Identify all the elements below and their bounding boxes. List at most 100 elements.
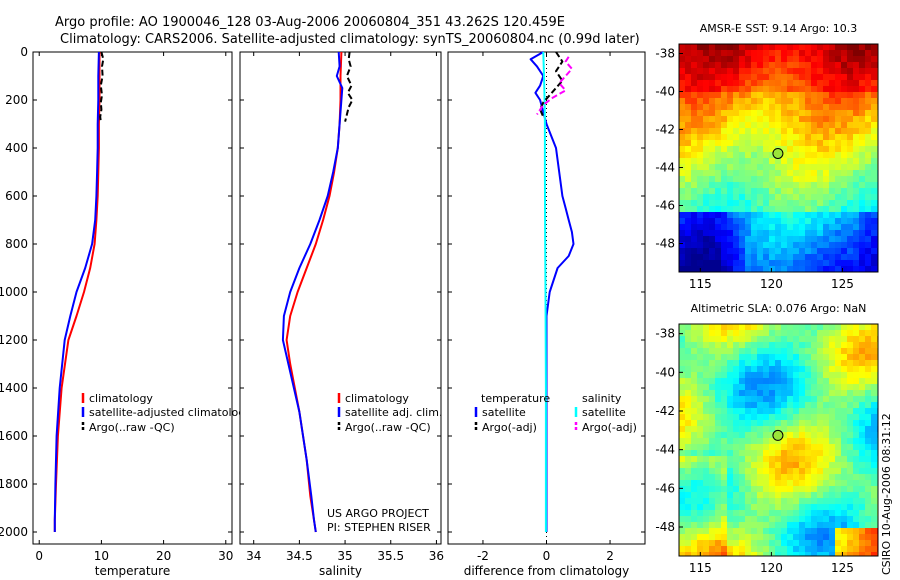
map-cell — [805, 552, 812, 557]
map-cell — [775, 242, 782, 249]
map-cell — [751, 62, 758, 69]
map-cell — [757, 182, 764, 189]
map-cell — [865, 86, 872, 93]
map-cell — [715, 528, 722, 535]
map-cell — [841, 462, 848, 469]
map-cell — [679, 104, 686, 111]
map-cell — [811, 522, 818, 529]
map-cell — [733, 230, 740, 237]
x-tick-label: 36 — [429, 549, 444, 563]
map-cell — [853, 176, 860, 183]
map-cell — [709, 384, 716, 391]
map-cell — [829, 492, 836, 499]
map-cell — [871, 504, 878, 511]
map-cell — [847, 426, 854, 433]
map-cell — [685, 212, 692, 219]
map-cell — [829, 552, 836, 557]
map-cell — [721, 86, 728, 93]
map-cell — [787, 98, 794, 105]
map-cell — [823, 528, 830, 535]
map-cell — [811, 420, 818, 427]
map-cell — [811, 330, 818, 337]
map-cell — [721, 80, 728, 87]
map-cell — [679, 182, 686, 189]
legend-header-salinity: salinity — [582, 392, 622, 405]
map-cell — [775, 206, 782, 213]
map-cell — [787, 182, 794, 189]
map-cell — [793, 432, 800, 439]
map-cell — [847, 468, 854, 475]
map-cell — [781, 444, 788, 451]
map-cell — [727, 254, 734, 261]
map-cell — [703, 254, 710, 261]
map-cell — [811, 260, 818, 267]
legend-argo-label: Argo(..raw -QC) — [89, 421, 175, 434]
map-cell — [781, 146, 788, 153]
map-cell — [739, 170, 746, 177]
map-cell — [799, 158, 806, 165]
map-cell — [871, 218, 878, 225]
map-cell — [697, 342, 704, 349]
map-cell — [781, 390, 788, 397]
map-cell — [835, 534, 842, 541]
map-cell — [775, 402, 782, 409]
map-cell — [709, 552, 716, 557]
map-cell — [739, 110, 746, 117]
map-cell — [799, 402, 806, 409]
map-cell — [823, 402, 830, 409]
map-cell — [739, 188, 746, 195]
map-cell — [691, 98, 698, 105]
map-cell — [871, 176, 878, 183]
map-cell — [733, 176, 740, 183]
map-cell — [835, 140, 842, 147]
map-cell — [805, 206, 812, 213]
map-cell — [793, 236, 800, 243]
map-cell — [739, 176, 746, 183]
map-cell — [853, 486, 860, 493]
map-cell — [853, 498, 860, 505]
map-cell — [727, 348, 734, 355]
map-cell — [703, 546, 710, 553]
map-cell — [721, 98, 728, 105]
map-cell — [847, 74, 854, 81]
map-cell — [691, 212, 698, 219]
map-cell — [715, 420, 722, 427]
map-cell — [739, 540, 746, 547]
map-cell — [697, 360, 704, 367]
map-cell — [781, 104, 788, 111]
map-cell — [817, 212, 824, 219]
map-cell — [679, 212, 686, 219]
map-cell — [745, 396, 752, 403]
map-cell — [799, 444, 806, 451]
map-cell — [697, 152, 704, 159]
map-cell — [841, 522, 848, 529]
map-cell — [733, 330, 740, 337]
map-cell — [733, 152, 740, 159]
map-cell — [805, 456, 812, 463]
map-cell — [811, 86, 818, 93]
map-cell — [871, 348, 878, 355]
map-cell — [733, 98, 740, 105]
map-cell — [715, 456, 722, 463]
map-cell — [853, 104, 860, 111]
map-cell — [781, 152, 788, 159]
map-cell — [745, 110, 752, 117]
map-cell — [691, 140, 698, 147]
map-cell — [871, 510, 878, 517]
map-cell — [847, 50, 854, 57]
map-cell — [847, 206, 854, 213]
map-cell — [847, 128, 854, 135]
map-cell — [799, 122, 806, 129]
map-cell — [757, 540, 764, 547]
map-cell — [691, 360, 698, 367]
x-tick-label: 0 — [543, 549, 551, 563]
map-cell — [805, 462, 812, 469]
map-cell — [805, 188, 812, 195]
map-cell — [769, 414, 776, 421]
map-cell — [757, 56, 764, 63]
map-cell — [823, 68, 830, 75]
map-cell — [763, 462, 770, 469]
map-cell — [709, 254, 716, 261]
map-cell — [703, 206, 710, 213]
map-cell — [781, 552, 788, 557]
